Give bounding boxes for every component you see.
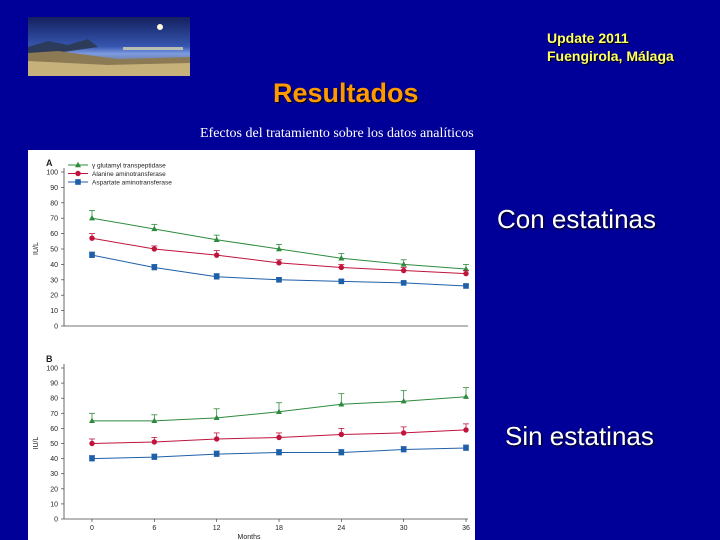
data-point — [213, 252, 220, 258]
data-point — [89, 440, 95, 447]
data-point — [89, 252, 95, 258]
label-sin-estatinas: Sin estatinas — [505, 421, 654, 451]
data-point — [400, 430, 407, 436]
y-tick-label: 50 — [50, 247, 58, 254]
data-point — [400, 280, 407, 286]
data-point — [338, 255, 345, 261]
data-point — [151, 439, 158, 445]
y-tick-label: 10 — [50, 308, 58, 315]
y-tick-label: 0 — [54, 324, 58, 331]
legend-label: Alanine aminotransferase — [92, 171, 166, 178]
data-point — [151, 225, 158, 232]
data-point — [213, 236, 220, 242]
y-tick-label: 30 — [50, 471, 58, 478]
data-point — [151, 454, 158, 460]
y-tick-label: 0 — [54, 517, 58, 524]
x-tick-label: 12 — [213, 525, 221, 532]
legend-label: Aspartate aminotransferase — [92, 179, 172, 186]
data-point — [151, 264, 158, 271]
slide-title: Resultados — [273, 78, 419, 108]
y-tick-label: 90 — [50, 381, 58, 388]
y-axis-label: IU/L — [33, 437, 40, 450]
y-tick-label: 70 — [50, 216, 58, 223]
legend-marker — [75, 161, 81, 168]
data-point — [400, 267, 407, 274]
y-tick-label: 60 — [50, 426, 58, 433]
y-axis-label: IU/L — [33, 242, 40, 255]
data-point — [338, 278, 345, 285]
data-point — [276, 260, 282, 266]
data-point — [338, 449, 345, 456]
data-point — [400, 446, 407, 453]
y-tick-label: 80 — [50, 200, 58, 207]
x-tick-label: 30 — [400, 525, 408, 532]
data-point — [338, 401, 345, 407]
series-line — [91, 237, 467, 275]
beach-photo-art — [28, 17, 190, 76]
y-tick-label: 100 — [46, 366, 58, 373]
data-point — [213, 451, 220, 457]
y-tick-label: 60 — [50, 231, 58, 238]
legend-marker — [75, 170, 81, 177]
y-tick-label: 30 — [50, 277, 58, 284]
data-point — [338, 264, 345, 271]
x-tick-label: 24 — [337, 525, 345, 532]
data-point — [276, 277, 282, 283]
y-tick-label: 40 — [50, 456, 58, 463]
data-point — [213, 273, 220, 280]
y-tick-label: 20 — [50, 293, 58, 300]
x-tick-label: 6 — [152, 525, 156, 532]
panel-label: B — [46, 354, 53, 364]
x-tick-label: 0 — [90, 525, 94, 532]
update-info: Update 2011 Fuengirola, Málaga — [547, 29, 674, 65]
y-tick-label: 80 — [50, 396, 58, 403]
beach-photo — [28, 17, 190, 76]
x-tick-label: 36 — [462, 525, 470, 532]
y-tick-label: 50 — [50, 441, 58, 448]
data-point — [463, 283, 469, 289]
data-point — [276, 245, 282, 252]
x-axis-label: Months — [238, 534, 261, 540]
y-tick-label: 20 — [50, 486, 58, 493]
data-point — [89, 215, 95, 221]
update-line-2: Fuengirola, Málaga — [547, 48, 674, 64]
panel-label: A — [46, 158, 53, 168]
data-point — [400, 261, 407, 267]
legend-marker — [75, 179, 81, 185]
label-con-estatinas: Con estatinas — [497, 204, 656, 234]
data-point — [89, 455, 95, 462]
y-tick-label: 10 — [50, 501, 58, 508]
data-point — [338, 431, 345, 438]
data-point — [276, 408, 282, 414]
data-point — [213, 436, 220, 442]
y-tick-label: 70 — [50, 411, 58, 418]
y-tick-label: 90 — [50, 185, 58, 192]
data-point — [463, 427, 469, 433]
data-point — [89, 417, 95, 424]
data-point — [463, 393, 469, 399]
update-line-1: Update 2011 — [547, 30, 629, 46]
slide-subtitle: Efectos del tratamiento sobre los datos … — [200, 126, 474, 141]
x-tick-label: 18 — [275, 525, 283, 532]
data-point — [151, 246, 158, 252]
data-point — [89, 235, 95, 241]
y-tick-label: 40 — [50, 262, 58, 269]
data-point — [151, 417, 158, 424]
data-point — [400, 398, 407, 404]
legend-label: γ glutamyl transpeptidase — [92, 162, 166, 169]
chart-figure: A 0 10 20 30 40 50 60 70 80 90 100 IU/L γ glutamyl tr… — [28, 150, 475, 540]
y-tick-label: 100 — [46, 170, 58, 177]
data-point — [463, 265, 469, 272]
data-point — [276, 449, 282, 456]
data-point — [213, 414, 220, 421]
data-point — [463, 445, 469, 451]
data-point — [276, 434, 282, 441]
data-point — [463, 270, 469, 277]
